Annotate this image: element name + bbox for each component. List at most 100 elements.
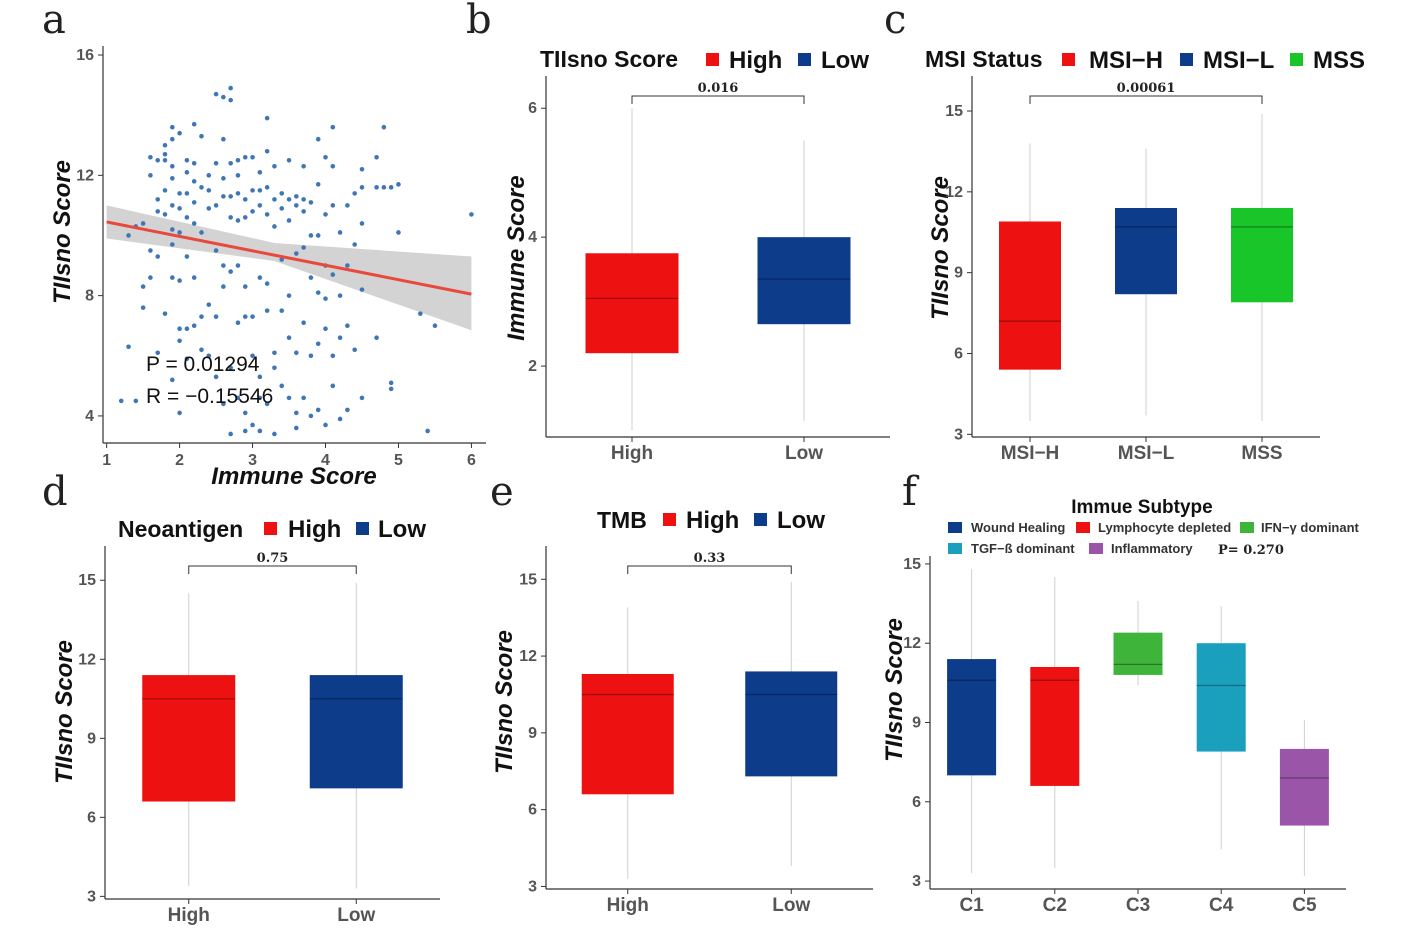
panel-a-point xyxy=(162,188,168,193)
panel-e-xtick-label: Low xyxy=(772,895,810,916)
panel-a-point xyxy=(148,154,153,160)
panel-a-point xyxy=(272,197,277,202)
panel-a-point xyxy=(206,188,212,193)
panel-a-point xyxy=(155,209,161,214)
panel-e-box xyxy=(581,673,674,795)
panel-f-ytick-label: 9 xyxy=(912,715,921,732)
panel-f-legend-tgf: TGF−ß dominant xyxy=(971,541,1075,556)
panel-f-legend: Wound Healing Lymphocyte depleted IFN−γ … xyxy=(948,520,1360,558)
panel-a-point xyxy=(162,157,168,163)
panel-a-point xyxy=(388,185,394,190)
panel-a-point xyxy=(425,428,430,434)
panel-f-legend-swatch-lymphocyte-depleted xyxy=(1076,522,1090,533)
panel-e-comparison-bracket xyxy=(627,565,792,574)
panel-a-point xyxy=(221,284,226,289)
panel-f-legend-swatch-ifn xyxy=(1240,522,1254,533)
panel-a-xtick-label: 1 xyxy=(102,452,111,469)
panel-b-ylabel: Immune Score xyxy=(503,175,530,340)
panel-d-ytick-label: 6 xyxy=(87,809,96,826)
panel-a-point xyxy=(286,293,292,298)
panel-a-xtick-label: 3 xyxy=(248,452,257,469)
panel-a-ytick-label: 8 xyxy=(85,288,94,305)
panel-a-point xyxy=(242,215,248,220)
panel-a-point xyxy=(148,275,153,280)
panel-a-xtick-label: 5 xyxy=(394,452,403,469)
panel-a-point xyxy=(469,212,474,217)
panel-a-point xyxy=(337,416,343,422)
panel-a-point xyxy=(170,242,175,247)
panel-e-pvalue: 0.33 xyxy=(694,551,726,566)
panel-a-point xyxy=(345,203,350,208)
panel-a-point xyxy=(177,278,182,283)
panel-a-point xyxy=(221,263,226,268)
panel-a-point xyxy=(286,218,292,223)
panel-a-point xyxy=(337,293,343,298)
panel-a-point xyxy=(170,124,175,130)
panel-a-point xyxy=(359,185,365,190)
panel-a-point xyxy=(396,230,401,235)
panel-a-ytick-label: 16 xyxy=(76,47,94,64)
panel-d-box xyxy=(309,675,403,789)
panel-a-point xyxy=(162,151,168,157)
panel-c-legend-msih: MSI−H xyxy=(1089,47,1163,74)
panel-c-box xyxy=(1231,208,1293,303)
panel-a-point xyxy=(191,179,197,184)
panel-a-point xyxy=(191,221,197,226)
panel-a-point xyxy=(279,308,285,313)
panel-a-point xyxy=(264,308,270,313)
panel-a-point xyxy=(177,130,182,136)
panel-a-point xyxy=(213,160,219,166)
panel-e-ytick-label: 9 xyxy=(528,725,537,742)
panel-a-xtick-label: 2 xyxy=(175,452,184,469)
panel-a-point xyxy=(286,335,292,341)
panel-a-point xyxy=(257,188,263,193)
panel-f-legend-ifn: IFN−γ dominant xyxy=(1261,520,1360,535)
panel-c-boxplot: TIIsno Score MSI Status MSI−H MSI−L MSS … xyxy=(925,46,1365,464)
panel-a-point xyxy=(140,305,146,310)
panel-a-point xyxy=(250,422,255,428)
panel-a-point xyxy=(250,188,255,193)
panel-c-ytick-label: 12 xyxy=(945,184,963,201)
panel-a-point xyxy=(388,380,394,386)
panel-a-xlabel: Immune Score xyxy=(211,463,376,490)
panel-a-point xyxy=(374,154,379,160)
panel-a-point xyxy=(191,121,197,127)
panel-a-point xyxy=(184,170,190,175)
panel-a-point xyxy=(184,157,190,163)
panel-a-point xyxy=(315,341,321,347)
panel-f-legend-inflammatory: Inflammatory xyxy=(1111,541,1193,556)
panel-b-legend-swatch-high xyxy=(706,53,719,66)
panel-b-ytick-label: 6 xyxy=(528,100,537,117)
panel-a-point xyxy=(279,206,285,211)
panel-a-point xyxy=(170,176,175,181)
panel-a-point xyxy=(155,197,161,202)
panel-a-point xyxy=(242,410,248,416)
panel-a-point xyxy=(235,218,241,223)
panel-a-point xyxy=(228,269,233,274)
panel-a-point xyxy=(286,157,292,163)
panel-a-point xyxy=(352,242,357,247)
panel-a-point xyxy=(242,197,248,202)
panel-d-ytick-label: 9 xyxy=(87,730,96,747)
panel-a-point xyxy=(323,326,328,332)
panel-a-point xyxy=(199,185,204,190)
panel-d-legend-swatch-low xyxy=(356,522,369,535)
panel-a-point xyxy=(177,410,182,416)
panel-c-legend-mss: MSS xyxy=(1313,47,1365,74)
panel-e-legend-swatch-low xyxy=(754,513,767,526)
panel-a-point xyxy=(235,263,241,268)
panel-a-point xyxy=(155,350,161,356)
panel-f-xtick-label: C4 xyxy=(1209,895,1234,916)
panel-c-box xyxy=(1115,208,1177,295)
panel-f-ylabel: TIIsno Score xyxy=(881,618,908,762)
panel-a-point xyxy=(374,185,379,190)
panel-a-point xyxy=(272,224,277,229)
panel-c-pvalue: 0.00061 xyxy=(1117,81,1176,96)
panel-b-ytick-label: 2 xyxy=(528,358,537,375)
panel-c-legend-swatch-msih xyxy=(1062,53,1075,66)
panel-a-point xyxy=(301,209,306,214)
panel-a-point xyxy=(170,203,175,208)
panel-a-point xyxy=(432,323,438,329)
panel-a-point xyxy=(257,275,263,280)
panel-a-point xyxy=(170,164,175,169)
